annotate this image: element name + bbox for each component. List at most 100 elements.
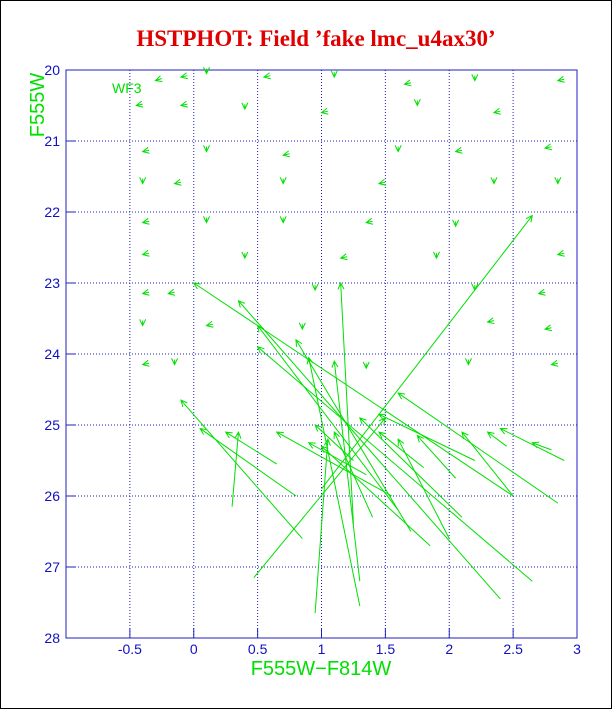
arrow [139, 319, 147, 327]
arrow [416, 434, 457, 479]
arrow [154, 75, 163, 83]
arrow [397, 438, 450, 539]
x-tick-label: 1.5 [376, 641, 396, 657]
arrow [464, 358, 472, 366]
arrow [203, 216, 211, 224]
arrow [314, 424, 354, 461]
arrow [279, 177, 287, 185]
arrow [490, 177, 498, 185]
arrow [320, 107, 329, 115]
x-tick-label: 2 [445, 641, 453, 657]
arrow [359, 417, 463, 518]
x-tick-label: -0.5 [118, 641, 142, 657]
arrow [141, 217, 150, 225]
y-tick-label: 21 [44, 133, 60, 149]
y-tick-label: 27 [44, 559, 60, 575]
arrow [279, 216, 287, 224]
arrow [320, 445, 431, 547]
arrow [337, 281, 354, 525]
x-tick-label: 3 [573, 641, 581, 657]
arrow [179, 100, 188, 108]
arrow [413, 98, 421, 107]
arrow [256, 346, 533, 582]
arrow [224, 431, 278, 465]
arrow [403, 79, 412, 87]
arrow [556, 75, 565, 83]
arrow [311, 283, 319, 292]
arrow [192, 282, 514, 497]
y-tick-label: 20 [44, 62, 60, 78]
y-tick-label: 22 [44, 204, 60, 220]
y-tick-label: 23 [44, 275, 60, 291]
y-tick-label: 28 [44, 630, 60, 646]
arrow [471, 74, 479, 82]
arrow [171, 358, 179, 366]
x-tick-label: 0 [190, 641, 198, 657]
arrow [461, 431, 514, 497]
arrow [231, 430, 242, 507]
arrow [492, 107, 501, 115]
arrow [203, 145, 211, 153]
arrow [173, 178, 182, 186]
arrow [331, 359, 361, 582]
arrow [486, 431, 508, 447]
arrow [241, 102, 249, 111]
arrow [321, 214, 533, 490]
x-tick-label: 1 [318, 641, 326, 657]
arrow [543, 324, 552, 332]
arrow [307, 442, 367, 476]
arrow [378, 431, 425, 468]
arrow [141, 359, 150, 367]
arrow [333, 431, 374, 518]
arrow [139, 177, 147, 185]
arrow [237, 299, 501, 600]
arrow [377, 413, 476, 461]
arrow [241, 251, 249, 260]
x-tick-label: 0.5 [248, 641, 268, 657]
arrow [365, 217, 374, 225]
arrow [452, 219, 460, 228]
arrow [141, 288, 150, 296]
arrow [282, 150, 291, 158]
arrow [141, 146, 150, 154]
arrow [554, 177, 562, 185]
arrow [432, 251, 440, 260]
y-tick-label: 25 [44, 417, 60, 433]
arrow [362, 361, 370, 370]
arrow [499, 428, 565, 461]
arrow [377, 178, 386, 186]
arrow [262, 72, 271, 80]
arrow [180, 399, 303, 539]
arrow [141, 249, 150, 257]
arrow [298, 322, 306, 331]
arrow [454, 146, 463, 154]
arrow [486, 317, 495, 325]
arrow [203, 67, 211, 75]
arrow [397, 392, 559, 504]
y-tick-label: 26 [44, 488, 60, 504]
arrow [394, 145, 402, 153]
arrow [306, 356, 361, 607]
y-tick-label: 24 [44, 346, 60, 362]
arrow [135, 100, 144, 108]
arrow [531, 441, 552, 451]
arrow [256, 324, 399, 511]
arrow [199, 427, 297, 497]
arrow [556, 249, 565, 257]
arrow [179, 72, 188, 80]
x-tick-label: 2.5 [503, 641, 523, 657]
arrow [339, 253, 348, 261]
arrow [550, 359, 559, 367]
arrow [330, 70, 338, 79]
arrow [537, 288, 546, 296]
arrow [295, 338, 412, 532]
arrow [167, 288, 176, 296]
chart-title: HSTPHOT: Field ’fake lmc_u4ax30’ [136, 26, 495, 51]
y-axis-label: F555W [27, 73, 49, 138]
arrow [275, 431, 393, 497]
arrow [205, 320, 214, 328]
annotation: WF3 [112, 80, 142, 96]
plot-frame [65, 69, 578, 639]
